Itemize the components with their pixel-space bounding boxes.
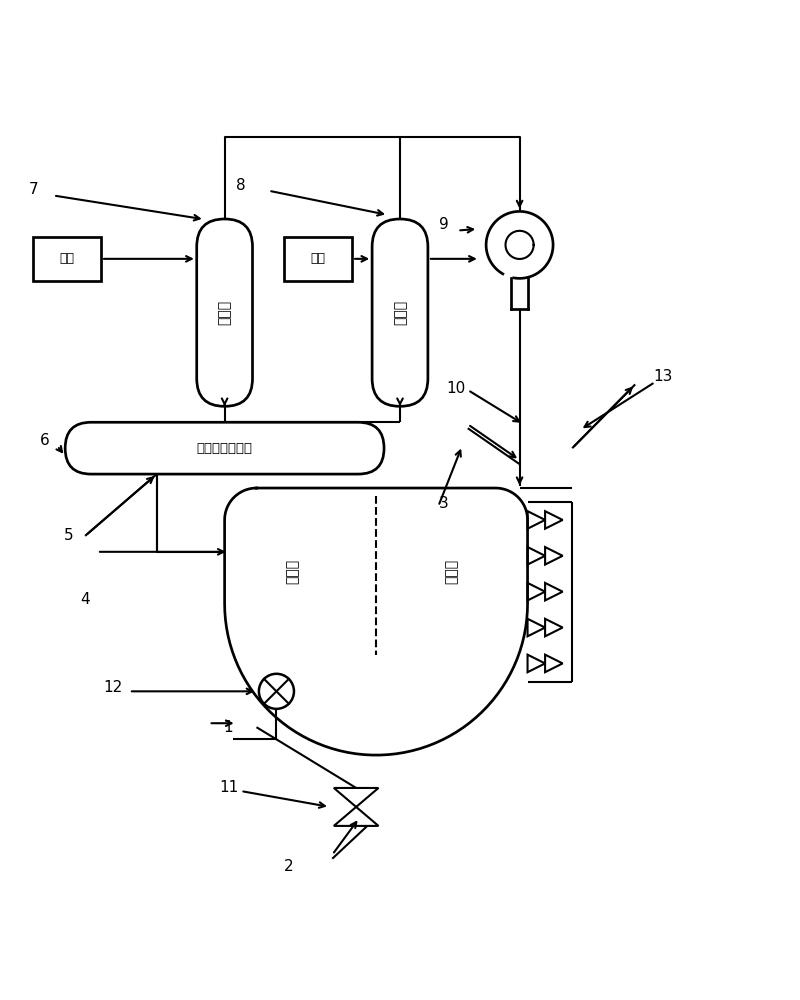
Text: 热水: 热水 [310,252,326,265]
Text: 热水器: 热水器 [218,300,232,325]
Text: 11: 11 [219,780,238,794]
Text: 换热器: 换热器 [393,300,407,325]
Bar [285,237,352,281]
Text: 2: 2 [283,859,294,874]
Text: 3: 3 [439,496,449,511]
FancyBboxPatch shape [372,219,428,406]
FancyBboxPatch shape [65,422,384,474]
Text: 9: 9 [439,217,449,232]
Text: 1: 1 [224,720,234,735]
Text: 6: 6 [40,433,50,448]
Text: 5: 5 [64,528,74,543]
Text: 可调气分流组件: 可调气分流组件 [197,442,253,455]
Text: 沼气区: 沼气区 [286,559,299,584]
Text: 4: 4 [80,592,90,607]
Text: 10: 10 [446,381,466,396]
Text: 冷水: 冷水 [60,252,74,265]
Text: 8: 8 [236,178,246,193]
Text: 12: 12 [103,680,122,695]
Text: 反应区: 反应区 [445,559,459,584]
Text: 13: 13 [654,369,673,384]
Text: 7: 7 [29,182,38,197]
FancyBboxPatch shape [197,219,253,406]
Bar [34,237,101,281]
